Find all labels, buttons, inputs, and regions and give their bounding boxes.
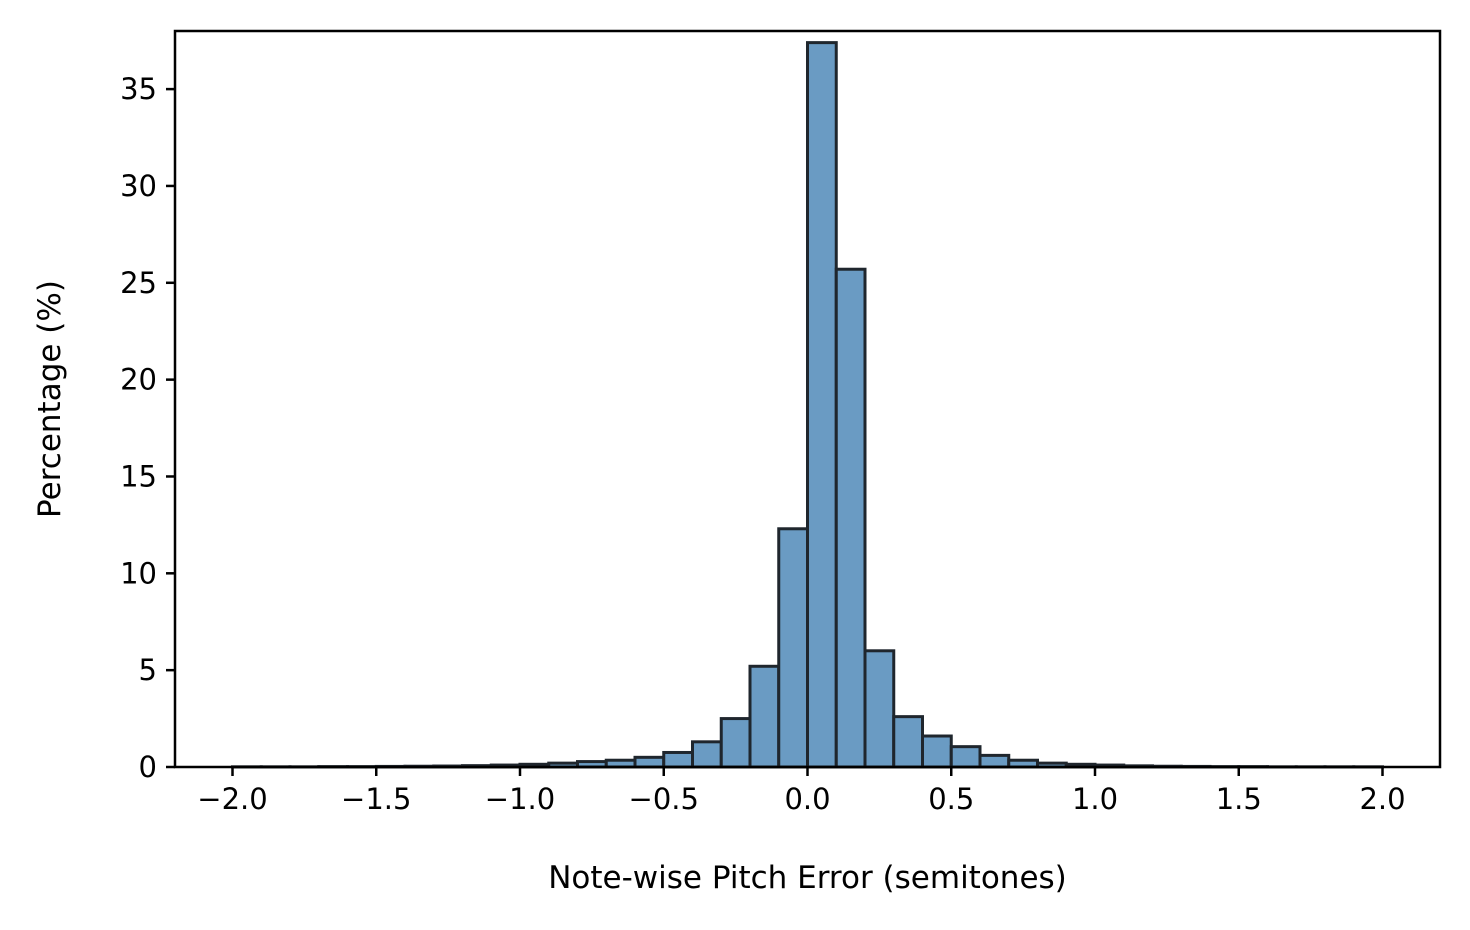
x-tick-label: 0.0 xyxy=(784,782,830,816)
x-tick-label: −0.5 xyxy=(629,782,699,816)
histogram-bar xyxy=(863,649,896,769)
histogram-bar xyxy=(719,717,752,769)
y-tick-label: 35 xyxy=(120,72,157,106)
histogram-bar xyxy=(949,745,982,769)
y-tick-label: 5 xyxy=(139,653,157,687)
y-tick-label: 30 xyxy=(120,169,157,203)
y-tick-label: 10 xyxy=(120,556,157,590)
y-tick-label: 0 xyxy=(139,750,157,784)
x-tick-label: 2.0 xyxy=(1359,782,1405,816)
x-tick-label: −1.5 xyxy=(341,782,411,816)
histogram-bar xyxy=(806,41,838,769)
histogram-bars xyxy=(231,41,1384,769)
y-tick-label: 25 xyxy=(120,266,157,300)
histogram-bar xyxy=(662,750,694,769)
y-axis: 0 5 10 15 20 25 30 35 xyxy=(120,72,175,784)
histogram-bar xyxy=(834,267,867,769)
x-tick-label: 0.5 xyxy=(928,782,974,816)
histogram-bar xyxy=(921,734,953,769)
y-tick-label: 20 xyxy=(120,363,157,397)
x-tick-label: −1.0 xyxy=(485,782,555,816)
x-tick-label: 1.5 xyxy=(1216,782,1262,816)
x-axis: −2.0 −1.5 −1.0 −0.5 0.0 0.5 1.0 1.5 2.0 xyxy=(197,767,1406,816)
x-tick-label: −2.0 xyxy=(197,782,267,816)
y-axis-label: Percentage (%) xyxy=(32,280,68,518)
x-tick-label: 1.0 xyxy=(1072,782,1118,816)
histogram-bar xyxy=(892,715,924,769)
histogram-bar xyxy=(777,527,809,769)
x-axis-label: Note-wise Pitch Error (semitones) xyxy=(548,860,1067,896)
histogram-bar xyxy=(691,740,723,769)
y-tick-label: 15 xyxy=(120,459,157,493)
histogram-bar xyxy=(633,755,666,769)
histogram-bar xyxy=(978,753,1011,769)
histogram-bar xyxy=(748,664,781,769)
plot-frame xyxy=(173,29,1442,769)
